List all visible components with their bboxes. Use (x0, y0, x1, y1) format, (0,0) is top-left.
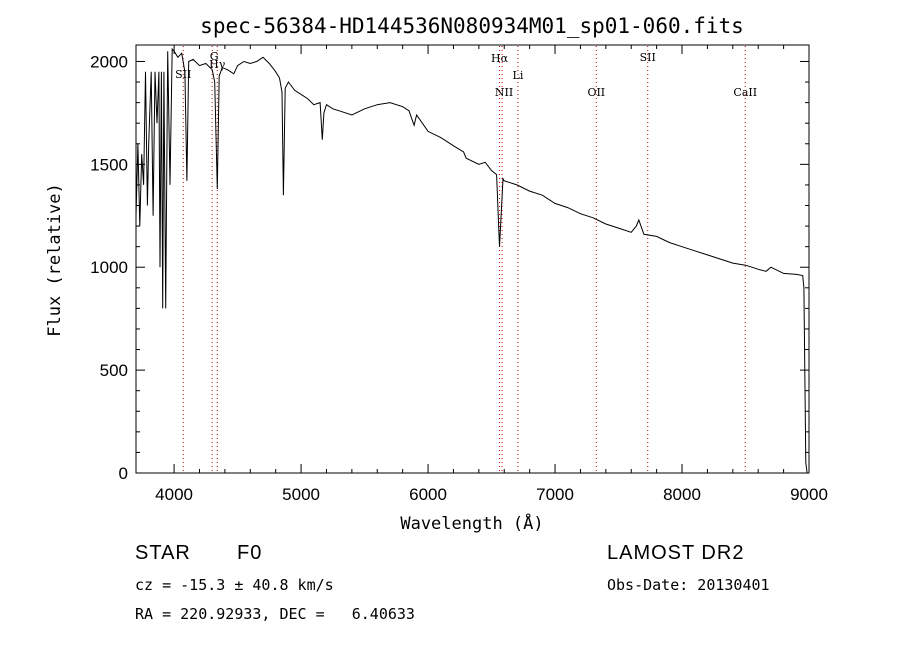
x-tick-label: 5000 (282, 485, 320, 504)
y-axis-ticks: 0 500 1000 1500 2000 (90, 52, 809, 483)
line-label-3: Hα (491, 52, 509, 65)
y-tick-label: 0 (119, 464, 128, 483)
x-tick-label: 8000 (663, 485, 701, 504)
spectrum-line (135, 47, 808, 474)
x-tick-label: 6000 (409, 485, 447, 504)
line-label-2: Hγ (209, 58, 226, 71)
object-class: STAR (135, 542, 191, 564)
plot-frame (135, 44, 810, 474)
x-tick-label: 9000 (790, 485, 828, 504)
survey-name: LAMOST DR2 (607, 542, 745, 564)
x-tick-label: 4000 (155, 485, 193, 504)
line-label-6: OII (587, 86, 605, 99)
y-axis-label: Flux (relative) (45, 183, 65, 337)
redshift-readout: cz = -15.3 ± 40.8 km/s (135, 576, 334, 594)
line-label-5: Li (513, 69, 524, 82)
object-subclass: F0 (237, 542, 263, 564)
y-tick-label: 500 (100, 361, 128, 380)
observation-date: Obs-Date: 20130401 (607, 576, 770, 594)
y-tick-label: 2000 (90, 52, 128, 71)
line-label-1: G (210, 50, 219, 63)
x-tick-label: 7000 (536, 485, 574, 504)
y-tick-label: 1500 (90, 155, 128, 174)
line-label-4: NII (495, 86, 513, 99)
chart-title: spec-56384-HD144536N080934M01_sp01-060.f… (200, 14, 744, 38)
line-label-7: SII (640, 51, 656, 64)
coordinates-readout: RA = 220.92933, DEC = 6.40633 (135, 605, 415, 623)
line-label-0: SII (175, 68, 191, 81)
spectral-line-markers (182, 46, 746, 472)
line-label-8: CaII (733, 86, 757, 99)
x-axis-ticks: 4000 5000 6000 7000 8000 9000 (155, 45, 828, 504)
y-tick-label: 1000 (90, 258, 128, 277)
x-axis-label: Wavelength (Å) (400, 512, 543, 534)
